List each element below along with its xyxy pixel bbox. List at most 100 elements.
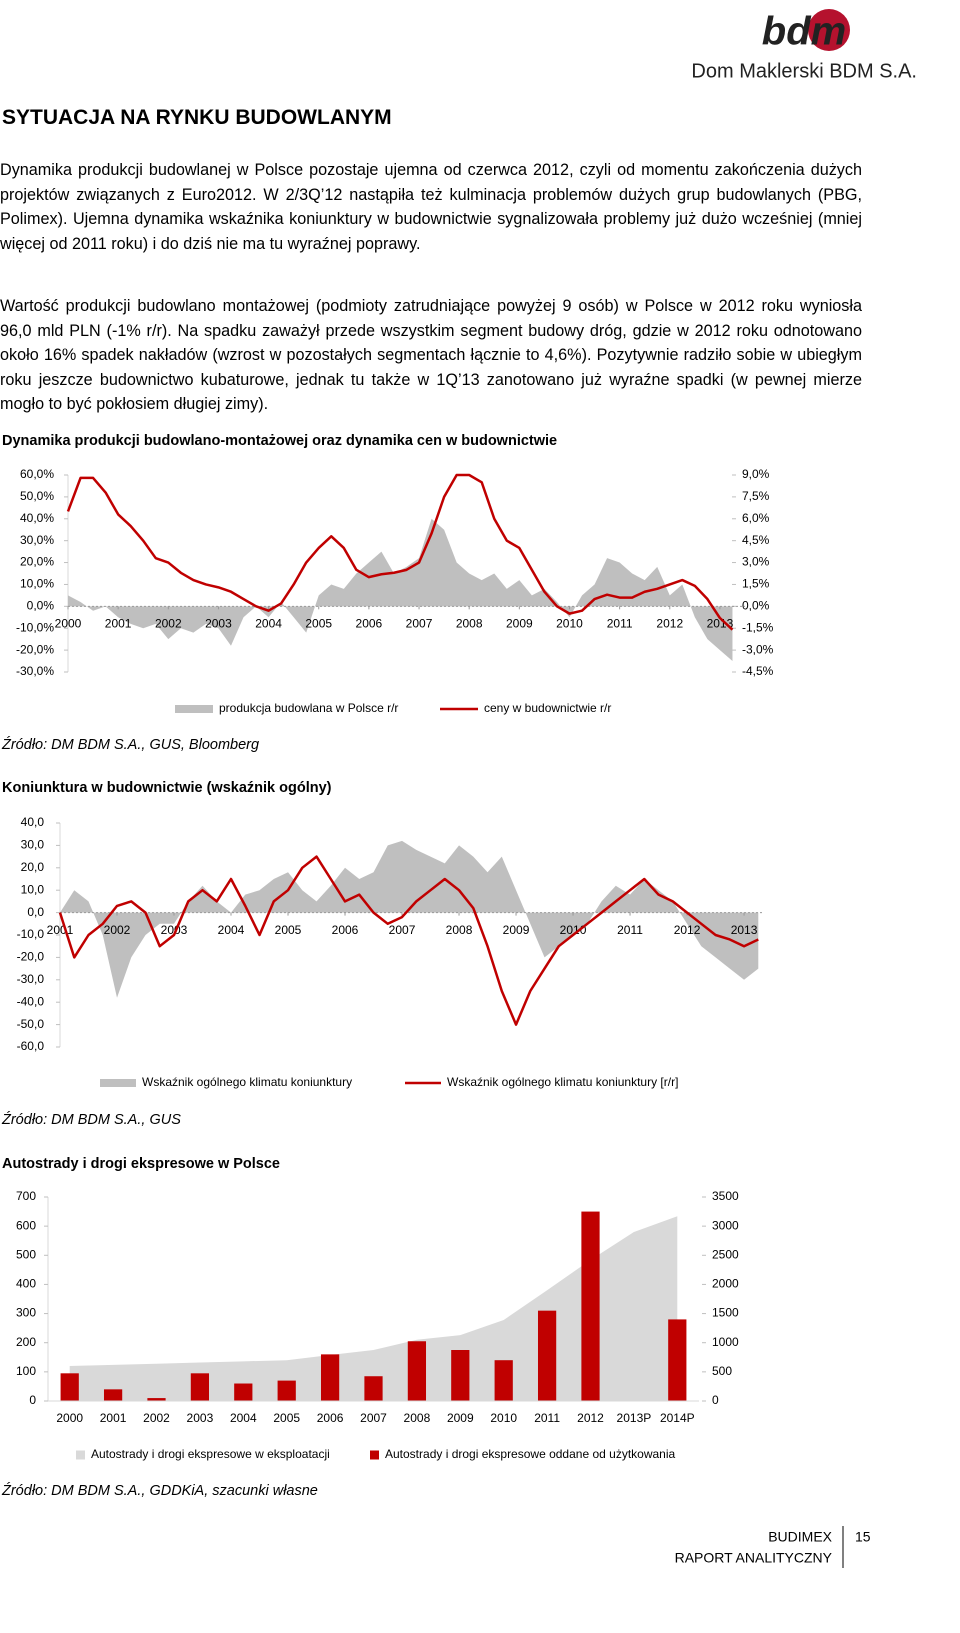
x-tick-label: 2002: [143, 1411, 170, 1425]
x-tick-label: 2004: [255, 617, 282, 631]
bar: [407, 1341, 427, 1401]
x-tick-label: 2012: [656, 617, 683, 631]
y-tick-label: -60,0: [17, 1039, 45, 1053]
legend-label: Wskaźnik ogólnego klimatu koniunktury: [142, 1075, 352, 1089]
x-tick-label: 2010: [556, 617, 583, 631]
logo: bdm: [762, 10, 846, 54]
x-tick-label: 2007: [406, 617, 433, 631]
paragraph: Dynamika produkcji budowlanej w Polsce p…: [0, 161, 862, 253]
x-tick-label: 2003: [187, 1411, 214, 1425]
x-tick-label: 2009: [447, 1411, 474, 1425]
y2-tick-label: 1,5%: [742, 577, 770, 591]
x-tick-label: 2012: [674, 923, 701, 937]
y-tick-label: 60,0%: [20, 467, 54, 481]
x-tick-label: 2002: [155, 617, 182, 631]
y-tick-label: 30,0: [21, 838, 45, 852]
x-tick-label: 2002: [104, 923, 131, 937]
y-tick-label: 0,0: [27, 905, 44, 919]
y-tick-label: 100: [16, 1364, 36, 1378]
x-tick-label: 2014P: [660, 1411, 695, 1425]
bar: [234, 1383, 253, 1401]
y-tick-label: 0: [29, 1393, 36, 1407]
x-tick-label: 2010: [560, 923, 587, 937]
area: [60, 840, 759, 998]
y-tick-label: -20,0: [17, 950, 45, 964]
x-tick-label: 2003: [205, 617, 232, 631]
paragraph: Wartość produkcji budowlano montażowej (…: [0, 297, 862, 413]
section-title: SYTUACJA NA RYNKU BUDOWLANYM: [2, 106, 392, 129]
x-tick-label: 2008: [446, 923, 473, 937]
x-tick-label: 2009: [506, 617, 533, 631]
y2-tick-label: 2000: [712, 1277, 739, 1291]
bar: [60, 1373, 79, 1401]
x-tick-label: 2007: [389, 923, 416, 937]
y2-tick-label: 7,5%: [742, 489, 770, 503]
y2-tick-label: 0: [712, 1393, 719, 1407]
y2-tick-label: 3,0%: [742, 555, 770, 569]
y-tick-label: -20,0%: [16, 642, 54, 656]
x-tick-label: 2000: [56, 1411, 83, 1425]
y-tick-label: -30,0: [17, 972, 45, 986]
x-tick-label: 2004: [218, 923, 245, 937]
y2-tick-label: 1500: [712, 1306, 739, 1320]
y-tick-label: 0,0%: [27, 599, 55, 613]
x-tick-label: 2000: [55, 617, 82, 631]
company-name: Dom Maklerski BDM S.A.: [691, 60, 917, 82]
line: [66, 473, 734, 631]
y-tick-label: 40,0%: [20, 511, 54, 525]
y-tick-label: 10,0: [21, 882, 45, 896]
y2-tick-label: 6,0%: [742, 511, 770, 525]
y-tick-label: 600: [16, 1218, 36, 1232]
x-tick-label: 2007: [360, 1411, 387, 1425]
y2-tick-label: 0,0%: [742, 599, 770, 613]
y-tick-label: 200: [16, 1335, 36, 1349]
legend-label: produkcja budowlana w Polsce r/r: [219, 701, 398, 715]
y2-tick-label: 3000: [712, 1218, 739, 1232]
x-tick-label: 2001: [100, 1411, 127, 1425]
y-tick-label: 300: [16, 1306, 36, 1320]
chart-title: Koniunktura w budownictwie (wskaźnik ogó…: [2, 780, 332, 796]
legend-swatch: [76, 1450, 85, 1460]
bar: [147, 1398, 166, 1401]
y2-tick-label: 1000: [712, 1335, 739, 1349]
bar: [581, 1211, 600, 1401]
x-tick-label: 2011: [617, 923, 643, 937]
y-tick-label: 500: [16, 1247, 36, 1261]
y-tick-label: -10,0: [17, 927, 45, 941]
x-tick-label: 2009: [503, 923, 530, 937]
x-tick-label: 2005: [273, 1411, 300, 1425]
x-tick-label: 2010: [490, 1411, 517, 1425]
y-tick-label: 400: [16, 1277, 36, 1291]
y-tick-label: 40,0: [21, 815, 45, 829]
x-tick-label: 2008: [456, 617, 483, 631]
page-number: 15: [855, 1529, 871, 1545]
y-tick-label: -40,0: [17, 994, 45, 1008]
y-tick-label: 20,0%: [20, 555, 54, 569]
x-tick-label: 2001: [47, 923, 74, 937]
chart-source: Źródło: DM BDM S.A., GUS: [2, 1112, 181, 1128]
y2-tick-label: 9,0%: [742, 467, 770, 481]
x-tick-label: 2003: [161, 923, 188, 937]
bar: [668, 1319, 687, 1401]
legend-label: Autostrady i drogi ekspresowe oddane od …: [385, 1447, 676, 1461]
y-tick-label: 20,0: [21, 860, 45, 874]
y-tick-label: -50,0: [17, 1017, 45, 1031]
x-tick-label: 2001: [105, 617, 132, 631]
chart-source: Źródło: DM BDM S.A., GDDKiA, szacunki wł…: [2, 1483, 318, 1499]
logo-mark: [808, 9, 850, 51]
x-tick-label: 2008: [404, 1411, 431, 1425]
x-tick-label: 2013: [707, 617, 734, 631]
chart-title: Autostrady i drogi ekspresowe w Polsce: [2, 1156, 280, 1172]
y-tick-label: -30,0%: [16, 664, 54, 678]
bar: [494, 1360, 513, 1401]
footer-company: BUDIMEX: [768, 1529, 832, 1545]
area: [69, 1216, 678, 1401]
x-tick-label: 2011: [607, 617, 633, 631]
chart-title: Dynamika produkcji budowlano-montażowej …: [2, 433, 558, 449]
y-tick-label: 30,0%: [20, 533, 54, 547]
legend-label: ceny w budownictwie r/r: [484, 701, 611, 715]
y-tick-label: -10,0%: [16, 620, 54, 634]
legend-swatch: [175, 705, 213, 713]
